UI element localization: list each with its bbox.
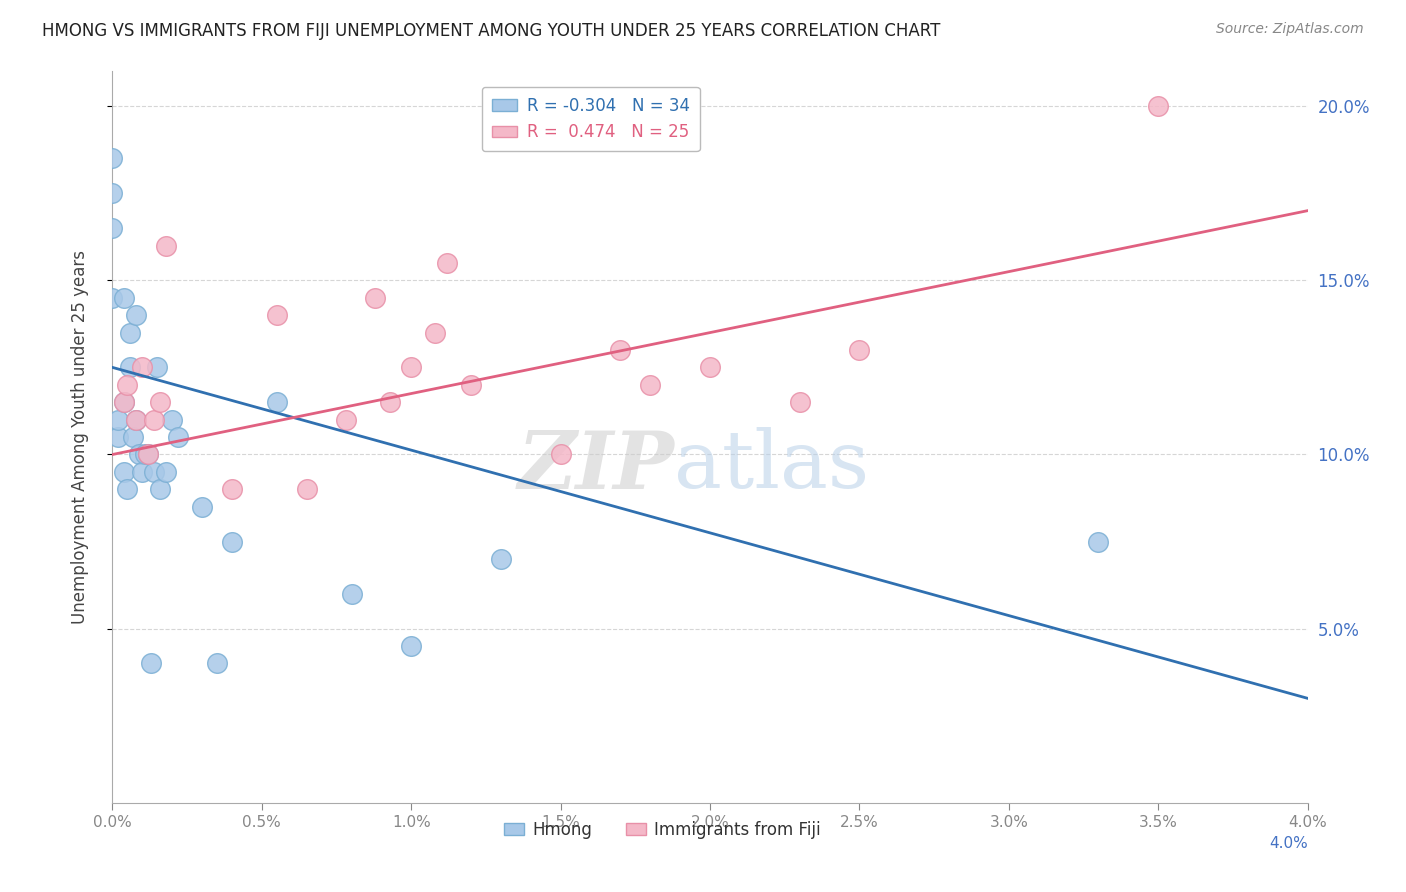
Point: [436, 256, 458, 270]
Point: [221, 534, 243, 549]
Point: [107, 430, 129, 444]
Text: HMONG VS IMMIGRANTS FROM FIJI UNEMPLOYMENT AMONG YOUTH UNDER 25 YEARS CORRELATIO: HMONG VS IMMIGRANTS FROM FIJI UNEMPLOYME…: [42, 22, 941, 40]
Point: [114, 395, 135, 409]
Point: [120, 326, 142, 340]
Point: [125, 412, 148, 426]
Point: [155, 238, 177, 252]
Point: [143, 412, 166, 426]
Legend: Hmong, Immigrants from Fiji: Hmong, Immigrants from Fiji: [498, 814, 827, 846]
Point: [134, 448, 156, 462]
Point: [101, 186, 124, 201]
Point: [295, 483, 318, 497]
Point: [143, 465, 166, 479]
Point: [699, 360, 721, 375]
Point: [340, 587, 363, 601]
Point: [848, 343, 870, 357]
Point: [117, 377, 139, 392]
Point: [107, 412, 129, 426]
Point: [460, 377, 482, 392]
Point: [205, 657, 228, 671]
Text: 4.0%: 4.0%: [1268, 836, 1308, 851]
Point: [609, 343, 631, 357]
Text: atlas: atlas: [675, 427, 869, 506]
Point: [128, 448, 150, 462]
Text: Source: ZipAtlas.com: Source: ZipAtlas.com: [1216, 22, 1364, 37]
Point: [191, 500, 214, 514]
Point: [141, 657, 163, 671]
Point: [335, 412, 357, 426]
Point: [101, 291, 124, 305]
Point: [425, 326, 447, 340]
Point: [162, 412, 183, 426]
Point: [125, 308, 148, 322]
Point: [550, 448, 572, 462]
Point: [266, 395, 288, 409]
Point: [149, 395, 172, 409]
Point: [101, 221, 124, 235]
Point: [120, 360, 142, 375]
Point: [122, 430, 145, 444]
Point: [138, 448, 160, 462]
Point: [114, 291, 135, 305]
Point: [125, 412, 148, 426]
Point: [640, 377, 662, 392]
Point: [117, 483, 139, 497]
Point: [401, 360, 423, 375]
Point: [489, 552, 512, 566]
Point: [138, 448, 160, 462]
Point: [1087, 534, 1109, 549]
Point: [401, 639, 423, 653]
Point: [364, 291, 387, 305]
Point: [380, 395, 402, 409]
Text: ZIP: ZIP: [517, 427, 675, 505]
Point: [146, 360, 169, 375]
Point: [101, 152, 124, 166]
Point: [149, 483, 172, 497]
Point: [266, 308, 288, 322]
Point: [789, 395, 811, 409]
Point: [221, 483, 243, 497]
Point: [114, 395, 135, 409]
Point: [114, 465, 135, 479]
Point: [131, 465, 153, 479]
Point: [155, 465, 177, 479]
Y-axis label: Unemployment Among Youth under 25 years: Unemployment Among Youth under 25 years: [70, 250, 89, 624]
Point: [131, 360, 153, 375]
Point: [167, 430, 190, 444]
Point: [1147, 99, 1170, 113]
